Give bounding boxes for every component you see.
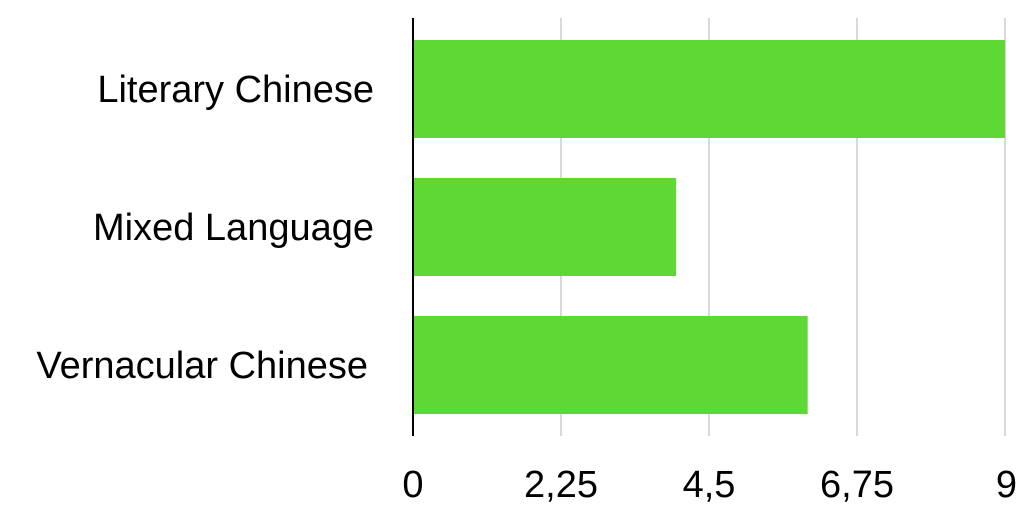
bar — [413, 40, 1005, 138]
bar — [413, 316, 808, 414]
category-labels: Literary Chinese Mixed Language Vernacular… — [36, 69, 374, 387]
bars — [413, 40, 1005, 414]
x-tick-label: 4,5 — [683, 464, 736, 506]
x-tick-label: 6,75 — [820, 464, 894, 506]
x-tick-labels: 0 2,25 4,5 6,75 9 — [402, 464, 1017, 506]
category-label: Vernacular Chinese — [36, 345, 368, 387]
category-label: Mixed Language — [93, 207, 374, 249]
x-tick-label: 2,25 — [524, 464, 598, 506]
bar — [413, 178, 677, 276]
x-tick-label: 9 — [996, 464, 1017, 506]
category-label: Literary Chinese — [97, 69, 374, 111]
x-tick-label: 0 — [402, 464, 423, 506]
